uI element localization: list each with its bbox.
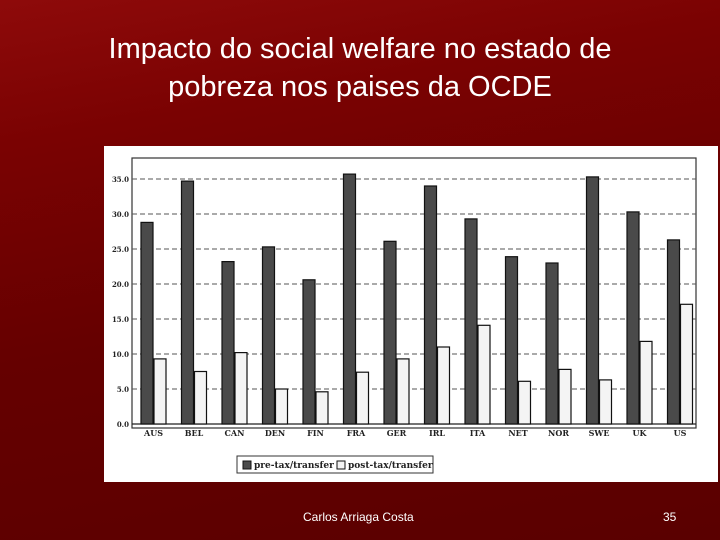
bar-post-net xyxy=(517,380,532,425)
bar-pre-can xyxy=(221,260,235,425)
x-category-label: UK xyxy=(633,428,648,438)
bar-post-can xyxy=(234,352,248,425)
bar-post-ita xyxy=(477,324,491,425)
x-category-label: NOR xyxy=(548,428,569,438)
bar-pre-aus xyxy=(140,221,154,425)
bar-post-irl xyxy=(436,346,451,425)
y-tick-label: 15.0 xyxy=(112,315,129,324)
bar-pre-irl xyxy=(423,185,438,425)
slide-title-line-1: Impacto do social welfare no estado de xyxy=(108,33,612,65)
footer-author: Carlos Arriaga Costa xyxy=(303,510,414,524)
bar-pre-uk xyxy=(626,211,640,425)
bar-post-uk xyxy=(639,340,653,425)
bar-pre-us xyxy=(666,239,681,425)
legend: pre-tax/transfer post-tax/transfer xyxy=(236,455,434,474)
page-number: 35 xyxy=(663,510,677,524)
legend-swatch xyxy=(336,460,346,470)
x-category-label: GER xyxy=(387,428,407,438)
bar-pre-ger xyxy=(383,240,397,425)
plot-frame xyxy=(131,157,697,429)
bar-pre-ita xyxy=(464,218,478,425)
legend-box xyxy=(236,455,434,474)
chart-panel: 0.0 5.0 10.0 15.0 20.0 25.0 30.0 35.0 AUS BEL CAN D… xyxy=(104,146,718,482)
slide-title: Impacto do social welfare no estado de p… xyxy=(30,30,690,106)
x-category-label: SWE xyxy=(589,428,610,438)
slide-title-line-2: pobreza nos paises da OCDE xyxy=(168,71,552,103)
bar-post-fra xyxy=(355,371,370,425)
grid-layer xyxy=(131,157,697,429)
x-category-label: IRL xyxy=(429,428,445,438)
bar-post-nor xyxy=(558,368,572,425)
x-category-label: NET xyxy=(508,428,527,438)
bar-post-us xyxy=(679,303,694,425)
bar-pre-net xyxy=(504,256,519,425)
label-layer: 0.0 5.0 10.0 15.0 20.0 25.0 30.0 35.0 AUS BEL CAN D… xyxy=(112,175,687,438)
y-tick-label: 0.0 xyxy=(117,420,129,429)
bar-pre-swe xyxy=(585,176,600,425)
legend-label: pre-tax/transfer xyxy=(254,461,334,471)
x-category-label: BEL xyxy=(185,428,204,438)
x-category-label: AUS xyxy=(143,428,163,438)
bar-pre-fra xyxy=(342,173,357,425)
bar-post-aus xyxy=(153,358,167,425)
bar-pre-nor xyxy=(545,262,559,425)
x-category-label: US xyxy=(674,428,687,438)
legend-label: post-tax/transfer xyxy=(348,461,433,471)
x-category-label: FRA xyxy=(347,428,366,438)
bar-chart: 0.0 5.0 10.0 15.0 20.0 25.0 30.0 35.0 AUS BEL CAN D… xyxy=(112,157,697,474)
bar-layer xyxy=(140,173,694,425)
y-tick-label: 10.0 xyxy=(112,350,129,359)
bar-post-bel xyxy=(193,370,208,425)
bar-post-ger xyxy=(396,358,410,425)
bar-pre-den xyxy=(261,246,276,425)
x-category-label: CAN xyxy=(225,428,245,438)
bar-pre-bel xyxy=(180,180,195,425)
x-category-label: ITA xyxy=(470,428,486,438)
y-tick-label: 5.0 xyxy=(117,385,129,394)
bar-post-swe xyxy=(598,379,613,425)
y-tick-label: 25.0 xyxy=(112,245,129,254)
x-category-label: FIN xyxy=(307,428,324,438)
bar-post-fin xyxy=(315,391,329,425)
bar-post-den xyxy=(274,388,289,425)
y-tick-label: 20.0 xyxy=(112,280,129,289)
bar-pre-fin xyxy=(302,279,316,425)
legend-swatch xyxy=(242,460,252,470)
y-tick-label: 35.0 xyxy=(112,175,129,184)
y-tick-label: 30.0 xyxy=(112,210,129,219)
x-category-label: DEN xyxy=(265,428,285,438)
